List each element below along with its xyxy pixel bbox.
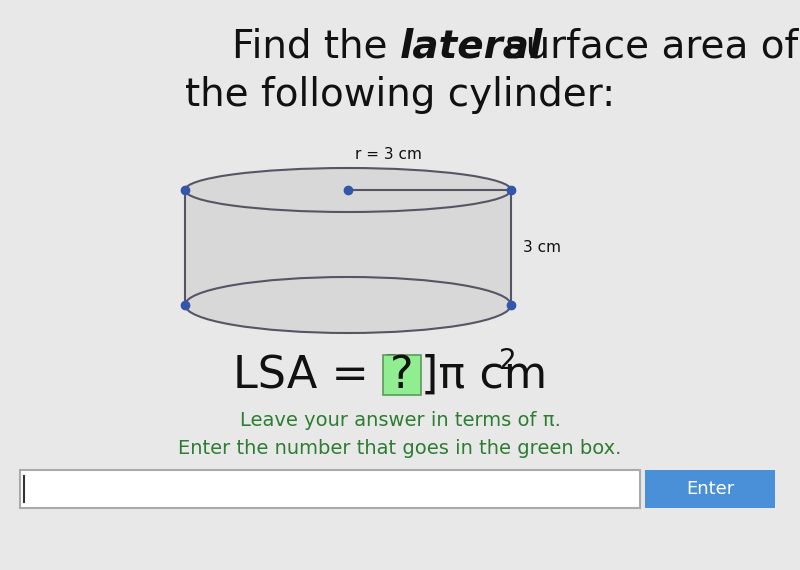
Text: Find the: Find the [232, 28, 400, 66]
Text: surface area of: surface area of [493, 28, 798, 66]
FancyBboxPatch shape [383, 355, 421, 395]
Text: 3 cm: 3 cm [523, 240, 561, 255]
Text: Leave your answer in terms of π.: Leave your answer in terms of π. [239, 410, 561, 430]
Text: the following cylinder:: the following cylinder: [185, 76, 615, 114]
Polygon shape [185, 190, 511, 305]
Text: 2: 2 [499, 347, 517, 375]
Text: Enter the number that goes in the green box.: Enter the number that goes in the green … [178, 438, 622, 458]
Ellipse shape [185, 168, 511, 212]
Text: r = 3 cm: r = 3 cm [354, 147, 422, 162]
FancyBboxPatch shape [645, 470, 775, 508]
Ellipse shape [185, 277, 511, 333]
Text: Enter: Enter [686, 480, 734, 498]
Text: ?: ? [390, 353, 414, 397]
Text: ]π cm: ]π cm [421, 353, 547, 397]
Text: lateral: lateral [400, 28, 543, 66]
Text: LSA = [: LSA = [ [233, 353, 400, 397]
FancyBboxPatch shape [20, 470, 640, 508]
